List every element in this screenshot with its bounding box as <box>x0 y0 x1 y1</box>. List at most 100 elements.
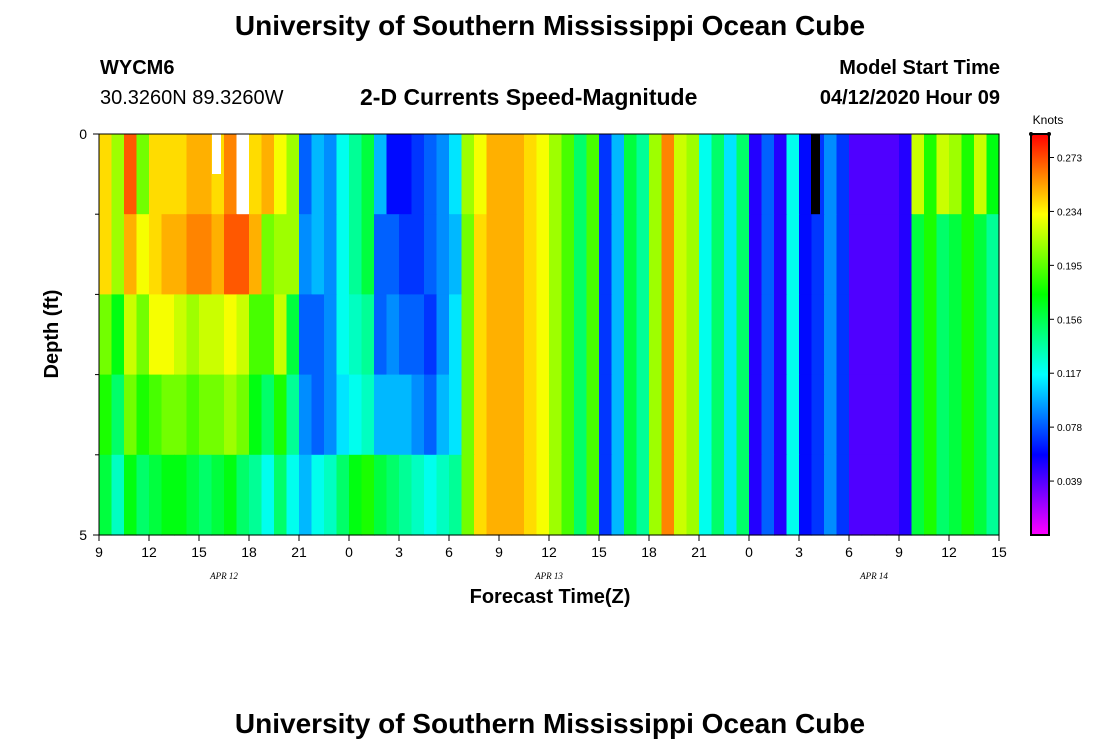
heatmap-cell <box>211 374 225 456</box>
heatmap-cell <box>286 374 300 456</box>
heatmap-cell <box>261 214 275 295</box>
heatmap-cell <box>411 134 425 215</box>
heatmap-cell <box>611 214 625 295</box>
heatmap-cell <box>136 294 150 376</box>
heatmap-cell <box>261 374 275 456</box>
heatmap-cell <box>511 214 525 295</box>
heatmap-cell <box>474 134 488 215</box>
heatmap-cell <box>249 294 263 376</box>
heatmap-cell <box>586 454 600 536</box>
heatmap-cell <box>586 214 600 295</box>
heatmap-cell <box>436 454 450 536</box>
colorbar: 0.273 0.234 0.195 0.156 0.117 0.078 0.039 <box>1029 132 1082 536</box>
heatmap-cell <box>761 214 775 295</box>
x-tick-label: 6 <box>445 544 453 560</box>
heatmap-cell <box>686 454 700 536</box>
heatmap-cell <box>724 214 738 295</box>
heatmap-cell <box>686 214 700 295</box>
heatmap-cell <box>561 294 575 376</box>
model-start-label: Model Start Time <box>839 57 1000 79</box>
heatmap-cell <box>624 294 638 376</box>
heatmap-cell <box>924 454 938 536</box>
heatmap-cell <box>811 214 825 295</box>
heatmap-cell <box>949 374 963 456</box>
heatmap-cell <box>324 374 338 456</box>
heatmap-cell <box>136 214 150 295</box>
heatmap-cell <box>736 374 750 456</box>
heatmap-cell <box>711 214 725 295</box>
heatmap-cell <box>449 294 463 376</box>
heatmap-cell <box>286 214 300 295</box>
heatmap-cell <box>849 454 863 536</box>
heatmap-cell <box>699 294 713 376</box>
heatmap-cell <box>761 134 775 215</box>
heatmap-cell <box>886 374 900 456</box>
heatmap-cell <box>861 374 875 456</box>
heatmap-cell <box>599 294 613 376</box>
heatmap-cell <box>661 214 675 295</box>
heatmap-cell <box>986 294 1000 376</box>
heatmap-cell <box>424 214 438 295</box>
x-axis-ticks: 9 12 15 18 21 0 3 6 9 12 15 18 21 0 3 6 9 12 15 <box>95 535 1007 560</box>
heatmap-cell <box>774 454 788 536</box>
heatmap-cell <box>624 134 638 215</box>
heatmap-cell <box>124 294 138 376</box>
heatmap-cell <box>961 294 975 376</box>
heatmap-cell <box>361 294 375 376</box>
heatmap-cell <box>849 214 863 295</box>
heatmap-cell <box>474 294 488 376</box>
heatmap-cell <box>761 294 775 376</box>
heatmap-cell <box>286 294 300 376</box>
y-tick-label: 5 <box>79 527 87 543</box>
colorbar-tick-label: 0.195 <box>1057 261 1082 272</box>
heatmap-cell <box>274 134 288 215</box>
heatmap-cell <box>474 214 488 295</box>
heatmap-cell <box>386 134 400 215</box>
heatmap-cell <box>149 214 163 295</box>
heatmap-cell <box>99 214 113 295</box>
heatmap-cell <box>524 454 538 536</box>
heatmap-cell <box>124 374 138 456</box>
heatmap-cell <box>474 374 488 456</box>
heatmap-cell <box>224 214 238 295</box>
x-tick-label: 18 <box>241 544 257 560</box>
date-label: APR 14 <box>859 571 888 581</box>
heatmap-cell <box>499 294 513 376</box>
heatmap-cell <box>199 134 213 215</box>
heatmap-cell <box>374 134 388 215</box>
heatmap-cell <box>674 134 688 215</box>
heatmap-cell <box>674 214 688 295</box>
heatmap-cell <box>236 294 250 376</box>
x-tick-label: 3 <box>395 544 403 560</box>
heatmap-cell <box>986 374 1000 456</box>
heatmap-cell <box>149 454 163 536</box>
heatmap-cell <box>899 214 913 295</box>
heatmap-cell <box>236 214 250 295</box>
heatmap-cell <box>274 294 288 376</box>
heatmap-cell <box>336 294 350 376</box>
heatmap-cell <box>599 214 613 295</box>
heatmap-cell <box>761 454 775 536</box>
heatmap-cell <box>624 214 638 295</box>
heatmap-cell <box>374 294 388 376</box>
heatmap-cell <box>399 214 413 295</box>
heatmap-cell <box>124 214 138 295</box>
colorbar-corner-dot <box>1029 132 1033 136</box>
heatmap-cell <box>749 134 763 215</box>
heatmap-cell <box>699 214 713 295</box>
heatmap-cell <box>286 134 300 215</box>
heatmap-cell <box>886 214 900 295</box>
flag-cell <box>811 134 820 215</box>
heatmap-cell <box>386 374 400 456</box>
heatmap-cell <box>736 294 750 376</box>
heatmap-cell <box>399 374 413 456</box>
heatmap-cell <box>549 214 563 295</box>
heatmap-cell <box>824 454 838 536</box>
x-tick-label: 0 <box>745 544 753 560</box>
heatmap-cell <box>486 454 500 536</box>
heatmap-cell <box>961 214 975 295</box>
heatmap-cell <box>911 454 925 536</box>
heatmap-cell <box>899 134 913 215</box>
heatmap-cell <box>774 134 788 215</box>
heatmap-cell <box>161 374 175 456</box>
